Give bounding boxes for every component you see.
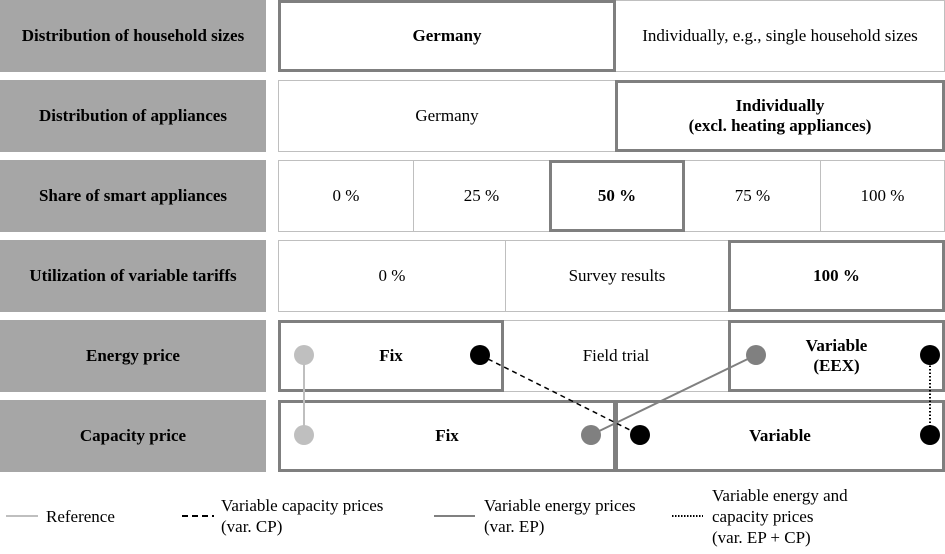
text-line: Variable energy and [712,485,848,505]
text-line: Field trial [582,346,650,365]
text-line: 0 % [378,266,406,285]
legend-entry: Variable energy and capacity prices (var. … [712,485,848,548]
text-line: 75 % [734,186,771,205]
text-line: Utilization of variable tariffs [29,266,237,285]
text-line: Fix [379,346,403,365]
text-line: Reference [46,506,115,526]
option-cell: Germany [278,0,616,72]
option-cell: 75 % [684,160,821,232]
text-line: Fix [435,426,459,445]
option-cell: 100 % [728,240,945,312]
option-cell: 0 % [278,160,414,232]
text-line: 50 % [597,186,637,205]
row-label: Capacity price [0,400,266,472]
text-line: capacity prices [712,506,814,526]
text-line: Variable capacity prices [221,496,384,515]
legend-entry: Variable energy prices (var. EP) [484,495,636,537]
row-label: Energy price [0,320,266,392]
dot [294,425,314,445]
dot [920,425,940,445]
text-line: (var. EP) [484,517,545,536]
option-cell: Field trial [503,320,729,392]
dot [470,345,490,365]
text-line: Energy price [86,346,180,365]
option-cell: Germany [278,80,616,152]
text-line: Variable [749,426,811,445]
option-cell: Individually (excl. heating appliances) [615,80,945,152]
row-label: Share of smart appliances [0,160,266,232]
dot [630,425,650,445]
cp-path [479,354,641,436]
text-line: Variable energy prices [484,496,636,515]
text-line: 0 % [332,186,360,205]
dot [920,345,940,365]
text-line: (var. EP + CP) [712,527,811,547]
legend-entry: Reference [46,506,115,527]
row-label: Distribution of appliances [0,80,266,152]
text-line: Individually [735,96,825,115]
dot [746,345,766,365]
text-line: Share of smart appliances [38,186,228,205]
row-label: Utilization of variable tariffs [0,240,266,312]
row-label: Distribution of household sizes [0,0,266,72]
text-line: Distribution of household sizes [21,26,245,45]
text-line: Germany [415,106,479,125]
option-cell: 50 % [549,160,685,232]
dot [294,345,314,365]
option-cell: 100 % [820,160,945,232]
option-cell: Variable [615,400,945,472]
option-cell: 25 % [413,160,550,232]
text-line: 25 % [463,186,500,205]
text-line: (excl. heating appliances) [688,116,872,135]
text-line: (EEX) [813,356,860,375]
text-line: Variable [805,336,868,355]
text-line: 100 % [860,186,905,205]
text-line: Capacity price [79,426,187,445]
option-cell: Fix [278,400,616,472]
dot [581,425,601,445]
text-line: (var. CP) [221,517,283,536]
text-line: Germany [412,26,482,45]
option-cell: Fix [278,320,504,392]
text-line: Individually, e.g., single household siz… [642,26,918,45]
legend-entry: Variable capacity prices (var. CP) [221,495,383,537]
ep-path [590,354,757,436]
text-line: 100 % [813,266,860,285]
text-line: Distribution of appliances [39,106,227,125]
text-line: Survey results [568,266,666,285]
option-cell: 0 % [278,240,506,312]
option-cell: Individually, e.g., single household siz… [615,0,945,72]
option-cell: Survey results [505,240,729,312]
